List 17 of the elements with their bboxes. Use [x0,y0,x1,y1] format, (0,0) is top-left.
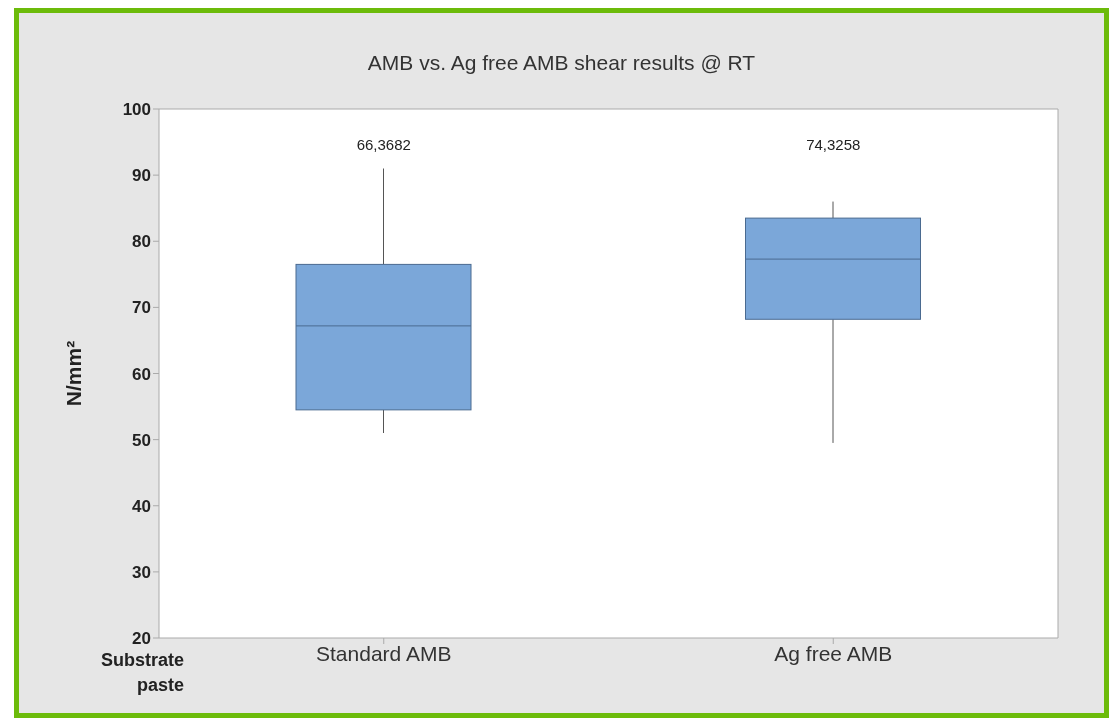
x-tick-label: Standard AMB [316,641,452,665]
y-tick-label: 100 [122,100,151,120]
y-tick-label: 70 [132,298,151,318]
text: Substrate [99,650,184,671]
y-tick-label: 30 [132,562,151,582]
annotation: 66,3682 [356,135,411,153]
x-tick-label: Ag free AMB [774,641,893,665]
annotation: 74,3258 [806,135,861,153]
text: paste [135,675,184,696]
y-tick-label: 80 [132,232,151,252]
y-tick-label: 60 [132,364,151,384]
chart-title: AMB vs. Ag free AMB shear results @ RT [366,51,757,75]
y-tick-label: 20 [132,629,151,649]
y-tick-label: 90 [132,166,151,186]
y-tick-label: 50 [132,430,151,450]
y-tick-label: 40 [132,496,151,516]
y-axis-title: N/mm² [62,340,86,407]
